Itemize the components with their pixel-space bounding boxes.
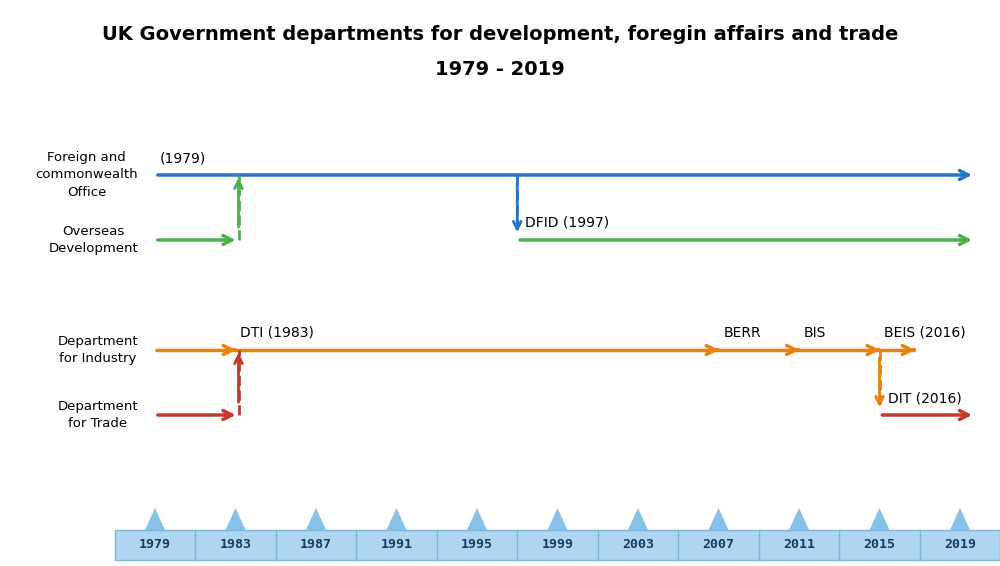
Text: 2015: 2015: [864, 538, 896, 551]
Polygon shape: [708, 508, 728, 530]
Text: 1995: 1995: [461, 538, 493, 551]
Text: 1987: 1987: [300, 538, 332, 551]
Text: Department
for Industry: Department for Industry: [57, 335, 138, 365]
Text: Overseas
Development: Overseas Development: [48, 225, 138, 255]
Text: UK Government departments for development, foregin affairs and trade: UK Government departments for developmen…: [102, 25, 898, 44]
Polygon shape: [628, 508, 648, 530]
Polygon shape: [306, 508, 326, 530]
Text: 1999: 1999: [542, 538, 574, 551]
Text: Department
for Trade: Department for Trade: [57, 400, 138, 430]
Text: 2007: 2007: [702, 538, 734, 551]
Text: DIT (2016): DIT (2016): [888, 391, 961, 405]
Polygon shape: [870, 508, 890, 530]
Polygon shape: [548, 508, 568, 530]
Text: 2019: 2019: [944, 538, 976, 551]
Text: BEIS (2016): BEIS (2016): [885, 326, 966, 340]
Text: 1991: 1991: [380, 538, 413, 551]
Polygon shape: [226, 508, 246, 530]
Text: Foreign and
commonwealth
Office: Foreign and commonwealth Office: [35, 152, 138, 199]
Polygon shape: [386, 508, 406, 530]
Polygon shape: [950, 508, 970, 530]
Text: 1979 - 2019: 1979 - 2019: [435, 60, 565, 79]
Text: DFID (1997): DFID (1997): [525, 216, 609, 230]
Polygon shape: [467, 508, 487, 530]
Text: 1983: 1983: [220, 538, 252, 551]
Polygon shape: [789, 508, 809, 530]
Text: 2011: 2011: [783, 538, 815, 551]
Text: BERR: BERR: [724, 326, 761, 340]
Bar: [115, 530, 1000, 560]
Text: 2003: 2003: [622, 538, 654, 551]
Polygon shape: [145, 508, 165, 530]
Text: 1979: 1979: [139, 538, 171, 551]
Text: BIS: BIS: [804, 326, 826, 340]
Text: (1979): (1979): [160, 151, 206, 165]
Text: DTI (1983): DTI (1983): [240, 326, 314, 340]
